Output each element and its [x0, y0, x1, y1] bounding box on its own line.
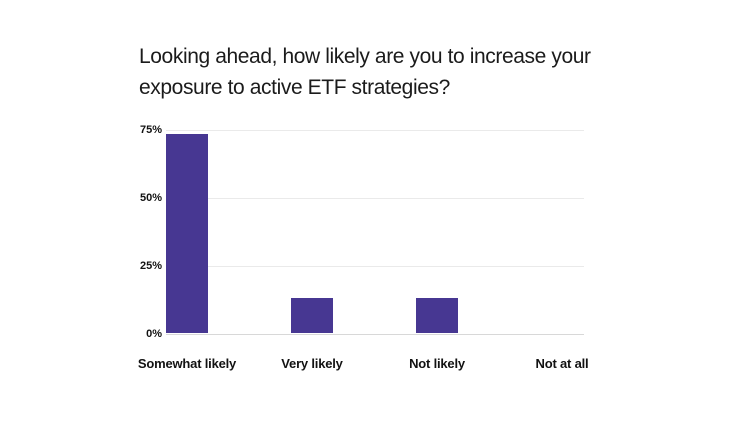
chart-title-line-1: Looking ahead, how likely are you to inc… — [139, 45, 591, 68]
gridline — [166, 266, 584, 267]
chart-title-line-2: exposure to active ETF strategies? — [139, 76, 450, 99]
x-label-very-likely: Very likely — [281, 356, 343, 371]
gridline — [166, 198, 584, 199]
y-tick-label: 0% — [146, 328, 162, 340]
y-tick-label: 25% — [139, 260, 162, 272]
bar-somewhat-likely — [166, 134, 208, 333]
bar-very-likely — [291, 298, 333, 333]
y-axis-labels: 75% 50% 25% 0% — [114, 124, 162, 340]
x-axis-labels: Somewhat likely Very likely Not likely Not … — [138, 356, 589, 374]
x-label-somewhat-likely: Somewhat likely — [137, 356, 237, 371]
plot-area — [166, 130, 584, 335]
x-label-not-likely: Not likely — [409, 356, 465, 371]
chart-title: Looking ahead, how likely are you to inc… — [139, 41, 639, 103]
y-tick-label: 75% — [139, 124, 162, 136]
x-label-not-at-all: Not at all — [535, 356, 589, 371]
y-tick-label: 50% — [139, 192, 162, 204]
bar-not-likely — [416, 298, 458, 333]
gridline — [166, 130, 584, 131]
axis-baseline — [166, 334, 584, 335]
